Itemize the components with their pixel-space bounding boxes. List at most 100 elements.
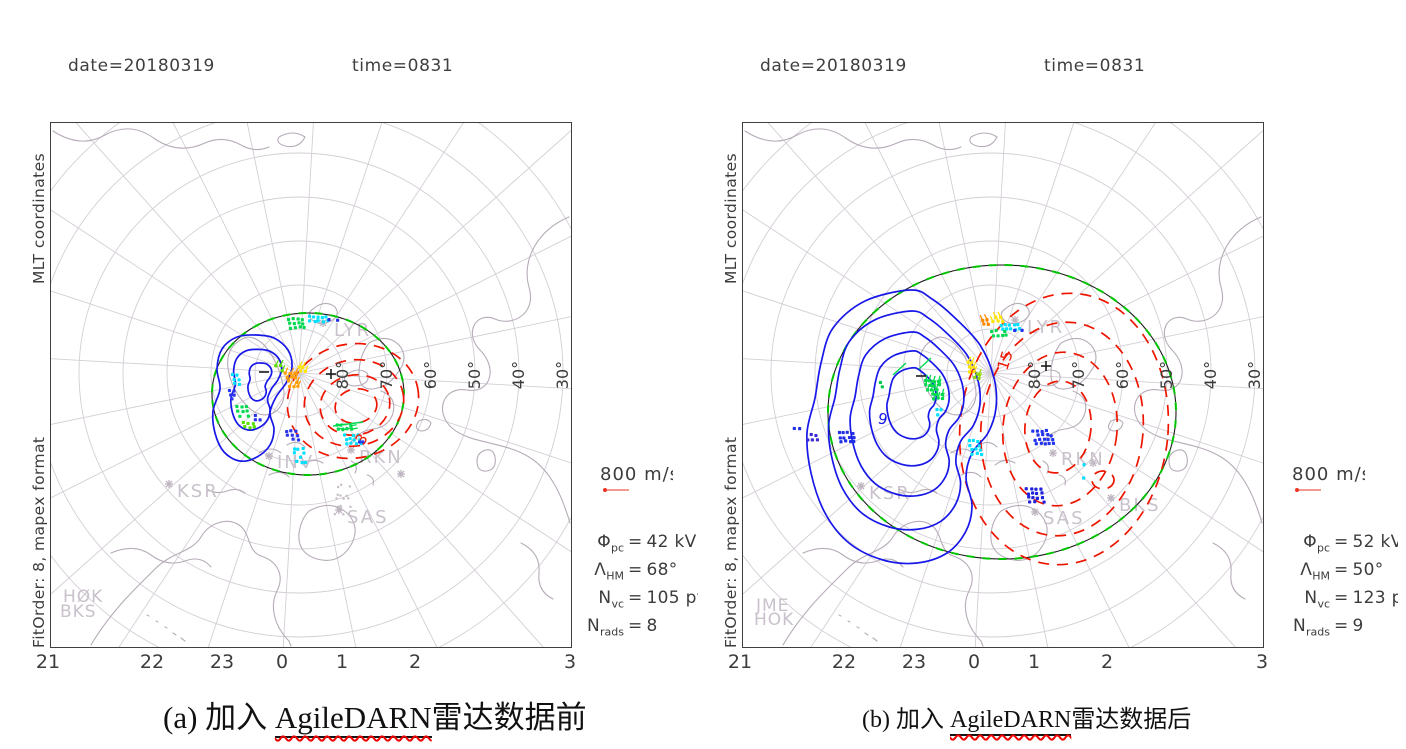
mlt-tick-label: 23 [209,651,235,673]
stat-equals: = [628,616,643,636]
svg-text:50°: 50° [465,361,484,389]
mlt-tick-label: 3 [563,651,577,673]
stat-equals: = [1334,616,1349,636]
radar-site-markers [165,319,405,514]
caption-underlined-word: AgileDARN [274,700,432,738]
velocity-scale-arrow-icon [603,488,629,492]
mlt-coordinates-label: MLT coordinates [722,152,740,284]
mlt-tick-label: 2 [408,651,422,673]
mlt-tick-label: 2 [1100,651,1114,673]
stat-value: 42 kV [646,532,697,552]
stat-n-rads: Nrads = 9 [1278,616,1398,644]
stat-equals: = [628,532,643,552]
svg-text:LYR: LYR [1027,317,1064,338]
subfigure-caption-b: (b) 加入 AgileDARN雷达数据后 [862,699,1192,736]
svg-text:80°: 80° [1025,361,1044,389]
svg-text:50°: 50° [1157,361,1176,389]
stat-equals: = [628,588,643,608]
potential-contours-negative [805,289,998,565]
svg-text:SAS: SAS [347,507,389,528]
svg-text:60°: 60° [421,361,440,389]
stat-n-vc: Nvc=105 pts [572,588,698,616]
echo-speckles [333,483,352,517]
mlt-tick-label: 0 [275,651,289,673]
stat-equals: = [1334,532,1349,552]
svg-text:LYR: LYR [334,320,371,341]
potential-contours-positive [958,292,1170,566]
caption-underlined-word: AgileDARN [949,707,1072,736]
svg-text:40°: 40° [509,361,528,389]
svg-text:RKN: RKN [359,447,403,468]
svg-text:30°: 30° [1245,361,1264,389]
stat-value: 8 [646,616,658,636]
svg-text:HOK: HOK [754,610,794,630]
svg-text:HØK: HØK [63,587,103,607]
stat-value: 68° [646,560,678,580]
latitude-labels: 80° 70° 60° 50° 40° 30° [1025,361,1264,389]
mlt-tick-label: 22 [831,651,857,673]
stat-n-vc: Nvc=123 pts [1278,588,1398,616]
subfigure-caption-a: (a) 加入 AgileDARN雷达数据前 [163,692,587,738]
svg-text:KSR: KSR [869,483,911,504]
mlt-tick-label: 21 [727,651,753,673]
date-label: date=20180319 [68,56,215,76]
fitorder-label: FitOrder: 8, mapex format [722,436,740,648]
stat-value: 123 pts [1352,588,1398,608]
stat-symbol: Φpc [597,532,624,555]
stat-symbol: ΛHM [1300,560,1330,583]
mlt-tick-label: 1 [1027,651,1041,673]
stat-value: 105 pts [646,588,698,608]
hm-boundary-black [827,264,1177,560]
stat-symbol: Φpc [1303,532,1330,555]
potential-extrema-markers [259,369,336,379]
svg-text:BKS: BKS [60,602,97,622]
svg-text:60°: 60° [1113,361,1132,389]
polar-grid [51,123,571,647]
polar-grid [743,123,1263,647]
velocity-scale-label: 800 m/s [600,464,673,485]
hm-boundary-green [827,264,1177,560]
radar-site-markers [857,316,1115,516]
mlt-axis: 21 22 23 0 1 2 3 [728,651,1268,673]
svg-text:INV: INV [277,452,314,473]
caption-text: 雷达数据前 [431,700,587,735]
svg-text:40°: 40° [1201,361,1220,389]
spellcheck-wavy-underline: AgileDARN [949,707,1072,733]
time-label: time=0831 [352,56,454,76]
coastlines [52,128,571,647]
date-label: date=20180319 [760,56,907,76]
caption-text: 加入 [895,707,944,733]
velocity-vectors [792,311,1086,504]
stat-lambda-hm: ΛHM = 50° [1278,560,1398,588]
stat-value: 52 kV [1352,532,1398,552]
fitorder-label: FitOrder: 8, mapex format [30,436,48,648]
panel-a: date=20180319 time=0831 MLT coordinates … [30,56,698,738]
stat-symbol: Nvc [1304,588,1330,611]
potential-extrema-markers [916,361,1051,377]
mlt-tick-label: 1 [335,651,349,673]
caption-index: (b) [862,707,890,733]
mlt-tick-label: 3 [1255,651,1269,673]
panel-b: date=20180319 time=0831 MLT coordinates … [692,0,1406,749]
stat-phi-pc: Φpc = 52 kV [1278,532,1398,560]
svg-text:KSR: KSR [177,481,219,502]
stat-equals: = [1334,560,1349,580]
time-label: time=0831 [1044,56,1146,76]
stat-symbol: Nrads [1292,616,1330,639]
caption-text: 雷达数据后 [1071,707,1192,733]
mlt-coordinates-label: MLT coordinates [30,152,48,284]
svg-text:80°: 80° [333,361,352,389]
svg-text:SAS: SAS [1043,508,1085,529]
contour-value-label: 9 [876,409,889,429]
stat-phi-pc: Φpc = 42 kV [572,532,698,560]
mlt-tick-label: 23 [901,651,927,673]
svg-text:70°: 70° [1069,361,1088,389]
mlt-tick-label: 21 [35,651,61,673]
stat-symbol: Nvc [598,588,624,611]
stat-equals: = [1334,588,1349,608]
